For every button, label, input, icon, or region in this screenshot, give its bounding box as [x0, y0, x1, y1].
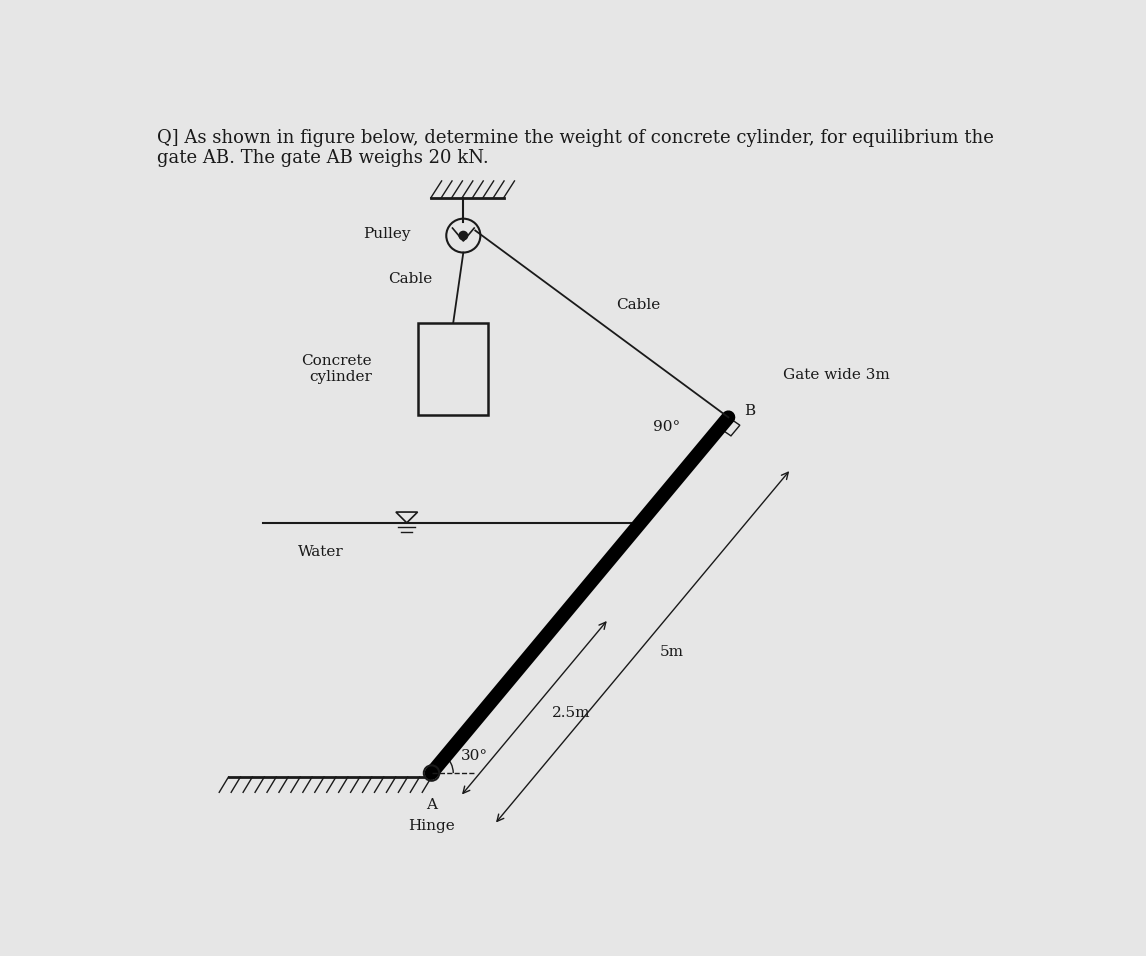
Text: 2.5m: 2.5m [552, 706, 590, 720]
Text: 30°: 30° [461, 750, 488, 763]
Text: Hinge: Hinge [408, 819, 455, 834]
Text: B: B [744, 404, 755, 418]
Text: 5m: 5m [660, 644, 684, 659]
Bar [418, 322, 488, 415]
Text: Water: Water [298, 545, 344, 559]
Text: 90°: 90° [653, 420, 681, 434]
Text: Cable: Cable [617, 298, 660, 312]
Text: Pulley: Pulley [363, 228, 410, 241]
Text: Gate wide 3m: Gate wide 3m [783, 368, 889, 382]
Circle shape [460, 231, 468, 240]
Text: Cable: Cable [388, 272, 433, 286]
Text: Concrete
cylinder: Concrete cylinder [301, 354, 371, 384]
Text: Q] As shown in figure below, determine the weight of concrete cylinder, for equi: Q] As shown in figure below, determine t… [157, 128, 994, 167]
Text: A: A [426, 797, 437, 812]
